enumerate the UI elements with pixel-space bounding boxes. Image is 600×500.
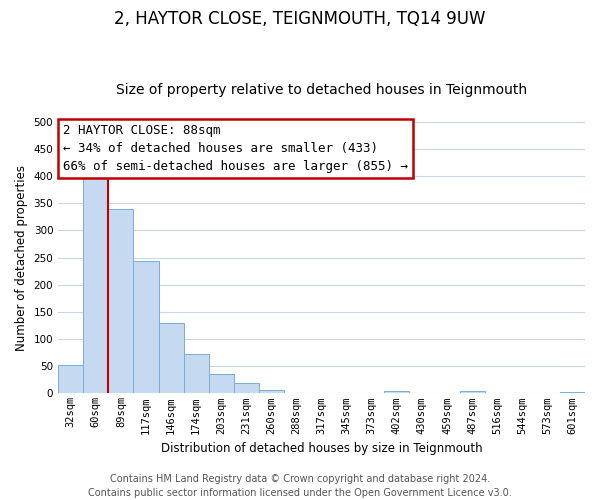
Bar [158,323,184,394]
Bar [133,262,158,394]
Bar [58,364,83,394]
Text: 2, HAYTOR CLOSE, TEIGNMOUTH, TQ14 9UW: 2, HAYTOR CLOSE, TEIGNMOUTH, TQ14 9UW [114,10,486,28]
X-axis label: Distribution of detached houses by size in Teignmouth: Distribution of detached houses by size … [161,442,482,455]
Y-axis label: Number of detached properties: Number of detached properties [15,164,28,350]
Bar [560,392,585,394]
Title: Size of property relative to detached houses in Teignmouth: Size of property relative to detached ho… [116,83,527,97]
Bar [234,382,259,394]
Bar [385,390,409,394]
Bar [83,176,109,394]
Bar [184,354,209,394]
Text: 2 HAYTOR CLOSE: 88sqm
← 34% of detached houses are smaller (433)
66% of semi-det: 2 HAYTOR CLOSE: 88sqm ← 34% of detached … [64,124,409,174]
Bar [109,208,133,394]
Bar [460,390,485,394]
Bar [209,374,234,394]
Bar [259,390,284,394]
Text: Contains HM Land Registry data © Crown copyright and database right 2024.
Contai: Contains HM Land Registry data © Crown c… [88,474,512,498]
